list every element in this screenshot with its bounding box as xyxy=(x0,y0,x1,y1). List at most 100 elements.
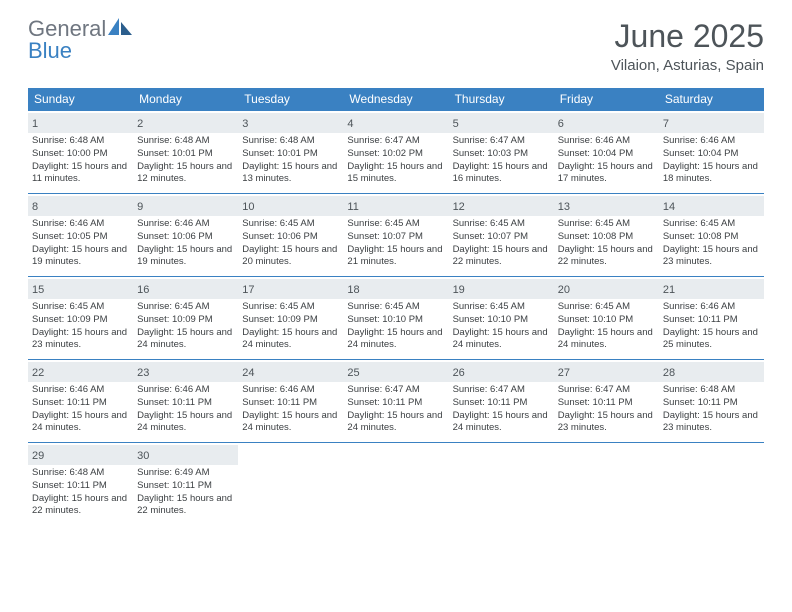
day-cell: 12Sunrise: 6:45 AMSunset: 10:07 PMDaylig… xyxy=(449,194,554,276)
day-number: 8 xyxy=(32,201,38,213)
sunset-line: Sunset: 10:02 PM xyxy=(347,148,444,161)
daynum-row: 5 xyxy=(449,113,554,133)
sunrise-line: Sunrise: 6:47 AM xyxy=(558,384,655,397)
day-cell: 19Sunrise: 6:45 AMSunset: 10:10 PMDaylig… xyxy=(449,277,554,359)
sunset-line: Sunset: 10:10 PM xyxy=(558,314,655,327)
sunset-line: Sunset: 10:11 PM xyxy=(242,397,339,410)
day-of-week-header: SundayMondayTuesdayWednesdayThursdayFrid… xyxy=(28,88,764,111)
day-number: 11 xyxy=(347,201,358,213)
calendar: SundayMondayTuesdayWednesdayThursdayFrid… xyxy=(28,88,764,525)
daynum-row: 1 xyxy=(28,113,133,133)
daynum-row: 6 xyxy=(554,113,659,133)
sunrise-line: Sunrise: 6:48 AM xyxy=(32,467,129,480)
sunrise-line: Sunrise: 6:46 AM xyxy=(558,135,655,148)
day-number: 20 xyxy=(558,284,570,296)
day-cell: 16Sunrise: 6:45 AMSunset: 10:09 PMDaylig… xyxy=(133,277,238,359)
daynum-row: 26 xyxy=(449,362,554,382)
sunset-line: Sunset: 10:04 PM xyxy=(558,148,655,161)
day-number: 28 xyxy=(663,367,675,379)
day-cell: 13Sunrise: 6:45 AMSunset: 10:08 PMDaylig… xyxy=(554,194,659,276)
daylight-line: Daylight: 15 hours and 16 minutes. xyxy=(453,161,550,187)
daylight-line: Daylight: 15 hours and 24 minutes. xyxy=(137,327,234,353)
day-number: 1 xyxy=(32,118,38,130)
sunset-line: Sunset: 10:11 PM xyxy=(558,397,655,410)
daylight-line: Daylight: 15 hours and 24 minutes. xyxy=(558,327,655,353)
sunset-line: Sunset: 10:11 PM xyxy=(453,397,550,410)
daylight-line: Daylight: 15 hours and 24 minutes. xyxy=(347,327,444,353)
daynum-row: 25 xyxy=(343,362,448,382)
daynum-row: 4 xyxy=(343,113,448,133)
day-number: 7 xyxy=(663,118,669,130)
sunrise-line: Sunrise: 6:46 AM xyxy=(663,301,760,314)
day-cell: 11Sunrise: 6:45 AMSunset: 10:07 PMDaylig… xyxy=(343,194,448,276)
sunset-line: Sunset: 10:11 PM xyxy=(347,397,444,410)
day-cell: 29Sunrise: 6:48 AMSunset: 10:11 PMDaylig… xyxy=(28,443,133,525)
daylight-line: Daylight: 15 hours and 12 minutes. xyxy=(137,161,234,187)
daylight-line: Daylight: 15 hours and 18 minutes. xyxy=(663,161,760,187)
sunrise-line: Sunrise: 6:45 AM xyxy=(558,301,655,314)
sunrise-line: Sunrise: 6:46 AM xyxy=(137,218,234,231)
daynum-row: 19 xyxy=(449,279,554,299)
week-row: 15Sunrise: 6:45 AMSunset: 10:09 PMDaylig… xyxy=(28,276,764,359)
day-cell xyxy=(238,443,343,525)
dow-cell: Sunday xyxy=(28,88,133,111)
daynum-row: 9 xyxy=(133,196,238,216)
daylight-line: Daylight: 15 hours and 23 minutes. xyxy=(663,244,760,270)
daynum-row: 22 xyxy=(28,362,133,382)
daynum-row: 21 xyxy=(659,279,764,299)
daylight-line: Daylight: 15 hours and 24 minutes. xyxy=(453,410,550,436)
day-number: 5 xyxy=(453,118,459,130)
dow-cell: Friday xyxy=(554,88,659,111)
daylight-line: Daylight: 15 hours and 24 minutes. xyxy=(32,410,129,436)
daynum-row: 20 xyxy=(554,279,659,299)
sunset-line: Sunset: 10:07 PM xyxy=(347,231,444,244)
sunrise-line: Sunrise: 6:46 AM xyxy=(663,135,760,148)
dow-cell: Thursday xyxy=(449,88,554,111)
dow-cell: Wednesday xyxy=(343,88,448,111)
daynum-row: 7 xyxy=(659,113,764,133)
sunrise-line: Sunrise: 6:48 AM xyxy=(242,135,339,148)
daynum-row: 11 xyxy=(343,196,448,216)
sunrise-line: Sunrise: 6:45 AM xyxy=(663,218,760,231)
day-cell: 8Sunrise: 6:46 AMSunset: 10:05 PMDayligh… xyxy=(28,194,133,276)
sunset-line: Sunset: 10:09 PM xyxy=(242,314,339,327)
sunrise-line: Sunrise: 6:47 AM xyxy=(453,384,550,397)
day-cell: 9 Sunrise: 6:46 AMSunset: 10:06 PMDayligh… xyxy=(133,194,238,276)
daynum-row: 10 xyxy=(238,196,343,216)
day-number: 4 xyxy=(347,118,353,130)
location-text: Vilaion, Asturias, Spain xyxy=(611,57,764,74)
sunrise-line: Sunrise: 6:45 AM xyxy=(558,218,655,231)
sunset-line: Sunset: 10:10 PM xyxy=(453,314,550,327)
day-cell: 17Sunrise: 6:45 AMSunset: 10:09 PMDaylig… xyxy=(238,277,343,359)
daylight-line: Daylight: 15 hours and 20 minutes. xyxy=(242,244,339,270)
sunset-line: Sunset: 10:06 PM xyxy=(137,231,234,244)
daynum-row: 17 xyxy=(238,279,343,299)
sunset-line: Sunset: 10:11 PM xyxy=(32,480,129,493)
daynum-row: 23 xyxy=(133,362,238,382)
day-number: 12 xyxy=(453,201,465,213)
day-cell: 4Sunrise: 6:47 AMSunset: 10:02 PMDayligh… xyxy=(343,111,448,193)
daylight-line: Daylight: 15 hours and 11 minutes. xyxy=(32,161,129,187)
sunset-line: Sunset: 10:09 PM xyxy=(32,314,129,327)
day-cell: 5Sunrise: 6:47 AMSunset: 10:03 PMDayligh… xyxy=(449,111,554,193)
week-row: 29Sunrise: 6:48 AMSunset: 10:11 PMDaylig… xyxy=(28,442,764,525)
day-number: 16 xyxy=(137,284,149,296)
sunset-line: Sunset: 10:10 PM xyxy=(347,314,444,327)
logo-word-blue: Blue xyxy=(28,38,72,63)
daylight-line: Daylight: 15 hours and 21 minutes. xyxy=(347,244,444,270)
day-cell: 23Sunrise: 6:46 AMSunset: 10:11 PMDaylig… xyxy=(133,360,238,442)
dow-cell: Monday xyxy=(133,88,238,111)
sunset-line: Sunset: 10:09 PM xyxy=(137,314,234,327)
daynum-row: 24 xyxy=(238,362,343,382)
day-number: 30 xyxy=(137,450,149,462)
title-block: June 2025 Vilaion, Asturias, Spain xyxy=(611,18,764,74)
weeks-container: 1Sunrise: 6:48 AMSunset: 10:00 PMDayligh… xyxy=(28,111,764,525)
sunset-line: Sunset: 10:01 PM xyxy=(242,148,339,161)
daylight-line: Daylight: 15 hours and 19 minutes. xyxy=(137,244,234,270)
day-number: 21 xyxy=(663,284,675,296)
day-number: 9 xyxy=(137,201,143,213)
sunrise-line: Sunrise: 6:45 AM xyxy=(32,301,129,314)
daynum-row: 2 xyxy=(133,113,238,133)
sunset-line: Sunset: 10:01 PM xyxy=(137,148,234,161)
sunset-line: Sunset: 10:11 PM xyxy=(663,397,760,410)
